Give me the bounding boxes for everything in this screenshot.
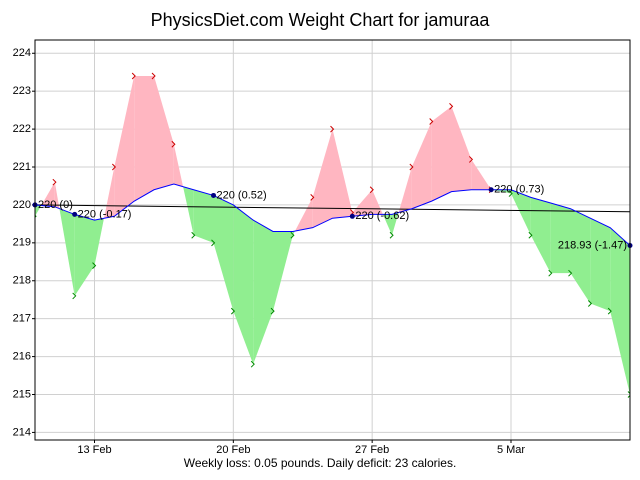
weight-marker (72, 292, 77, 300)
weight-marker (587, 300, 593, 307)
deviation-area (59, 208, 75, 296)
deviation-area (491, 189, 511, 194)
deviation-area (550, 203, 571, 274)
deviation-area (570, 208, 591, 304)
weight-marker (528, 231, 533, 239)
weight-marker (52, 178, 57, 186)
trend-label: 220 (0.73) (494, 184, 544, 196)
x-tick-label: 27 Feb (355, 444, 389, 456)
y-tick-label: 216 (13, 350, 31, 362)
weight-marker (211, 239, 216, 247)
deviation-area (610, 227, 630, 395)
deviation-area (35, 204, 42, 217)
deviation-area (392, 212, 399, 236)
weight-marker (111, 163, 117, 171)
trend-label: 220 (-0.17) (78, 208, 132, 220)
deviation-area (382, 214, 392, 236)
deviation-area (398, 167, 412, 213)
deviation-area (312, 129, 333, 228)
y-tick-label: 223 (13, 85, 31, 97)
fit-line (35, 204, 630, 213)
deviation-area (193, 189, 214, 243)
y-tick-label: 221 (13, 161, 31, 173)
y-tick-label: 220 (13, 199, 31, 211)
y-tick-label: 222 (13, 123, 31, 135)
deviation-area (590, 218, 611, 312)
deviation-area (372, 189, 383, 215)
weight-marker (508, 190, 513, 197)
weight-marker (449, 102, 454, 110)
y-tick-label: 224 (13, 47, 31, 59)
deviation-area (154, 76, 174, 190)
deviation-area (352, 189, 373, 217)
deviation-area (94, 218, 105, 266)
deviation-area (471, 159, 492, 190)
deviation-area (411, 121, 432, 209)
weight-marker (191, 231, 196, 239)
deviation-area (114, 76, 135, 217)
x-tick-label: 20 Feb (216, 444, 250, 456)
deviation-area (451, 106, 472, 192)
weight-marker (548, 269, 553, 277)
weight-marker (35, 214, 37, 219)
weight-marker (92, 262, 97, 269)
weight-marker (369, 186, 374, 194)
chart-title: PhysicsDiet.com Weight Chart for jamuraa (151, 10, 491, 30)
weight-marker (330, 125, 335, 133)
deviation-area (134, 76, 154, 202)
weight-marker (270, 307, 275, 315)
weight-marker (171, 140, 176, 148)
deviation-area (233, 204, 254, 365)
deviation-area (253, 220, 273, 365)
trend-point (349, 213, 355, 219)
trend-point (488, 187, 494, 193)
y-tick-label: 215 (13, 388, 31, 400)
y-tick-label: 218 (13, 275, 31, 287)
trend-label: 220 (-0.62) (355, 210, 409, 222)
weight-marker (568, 269, 573, 277)
weight-marker (389, 231, 394, 239)
weight-marker (607, 307, 612, 315)
deviation-area (431, 106, 452, 202)
deviation-area (332, 129, 353, 219)
weight-marker (429, 118, 434, 125)
deviation-area (292, 231, 296, 236)
trend-label: 220 (0.52) (217, 189, 267, 201)
x-tick-label: 5 Mar (497, 444, 525, 456)
deviation-area (54, 182, 60, 209)
weight-marker (468, 156, 474, 163)
weight-marker (151, 72, 156, 80)
plot-border (34, 39, 631, 441)
weight-marker (250, 360, 255, 368)
trend-point (211, 192, 216, 198)
deviation-area (511, 189, 531, 236)
x-tick-label: 13 Feb (77, 444, 111, 456)
deviation-area (295, 197, 313, 232)
deviation-area (273, 231, 293, 312)
trend-label: 220 (0) (38, 199, 73, 211)
deviation-area (530, 197, 551, 274)
weight-marker (290, 231, 295, 239)
weight-marker (310, 193, 315, 201)
deviation-area (41, 182, 55, 207)
weight-marker (131, 72, 136, 80)
weight-marker (627, 391, 630, 398)
weight-marker (230, 307, 236, 315)
deviation-area (183, 186, 194, 236)
deviation-area (74, 214, 95, 296)
y-tick-label: 217 (13, 313, 31, 325)
weight-marker (409, 163, 414, 171)
plot (35, 72, 630, 398)
y-tick-label: 214 (13, 426, 31, 438)
footer: Weekly loss: 0.05 pounds. Daily deficit:… (184, 456, 457, 470)
deviation-area (173, 144, 184, 187)
trend-label: 218.93 (-1.47) (558, 239, 627, 251)
trend-point (72, 211, 78, 217)
trend-line (35, 183, 630, 246)
y-tick-label: 219 (13, 237, 31, 249)
deviation-area (213, 195, 234, 312)
